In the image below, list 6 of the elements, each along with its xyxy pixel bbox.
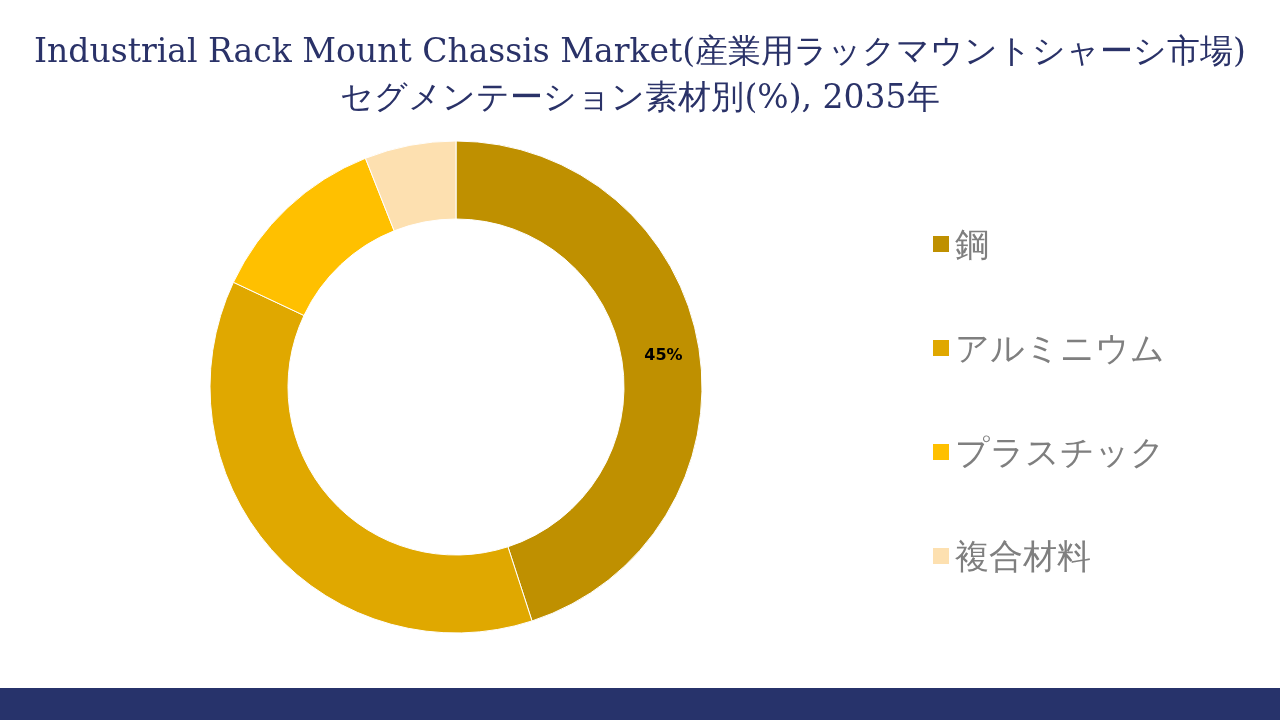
legend-label: 鋼 [955, 224, 989, 264]
legend-label: 複合材料 [955, 536, 1091, 576]
legend-label: プラスチック [955, 432, 1165, 472]
legend-label: アルミニウム [955, 328, 1165, 368]
chart-title: Industrial Rack Mount Chassis Market(産業用ラックマウントシャーシ市場)セグメンテーション素材別(%), 2035年 [33, 30, 1247, 118]
data-label: 45% [644, 344, 683, 364]
